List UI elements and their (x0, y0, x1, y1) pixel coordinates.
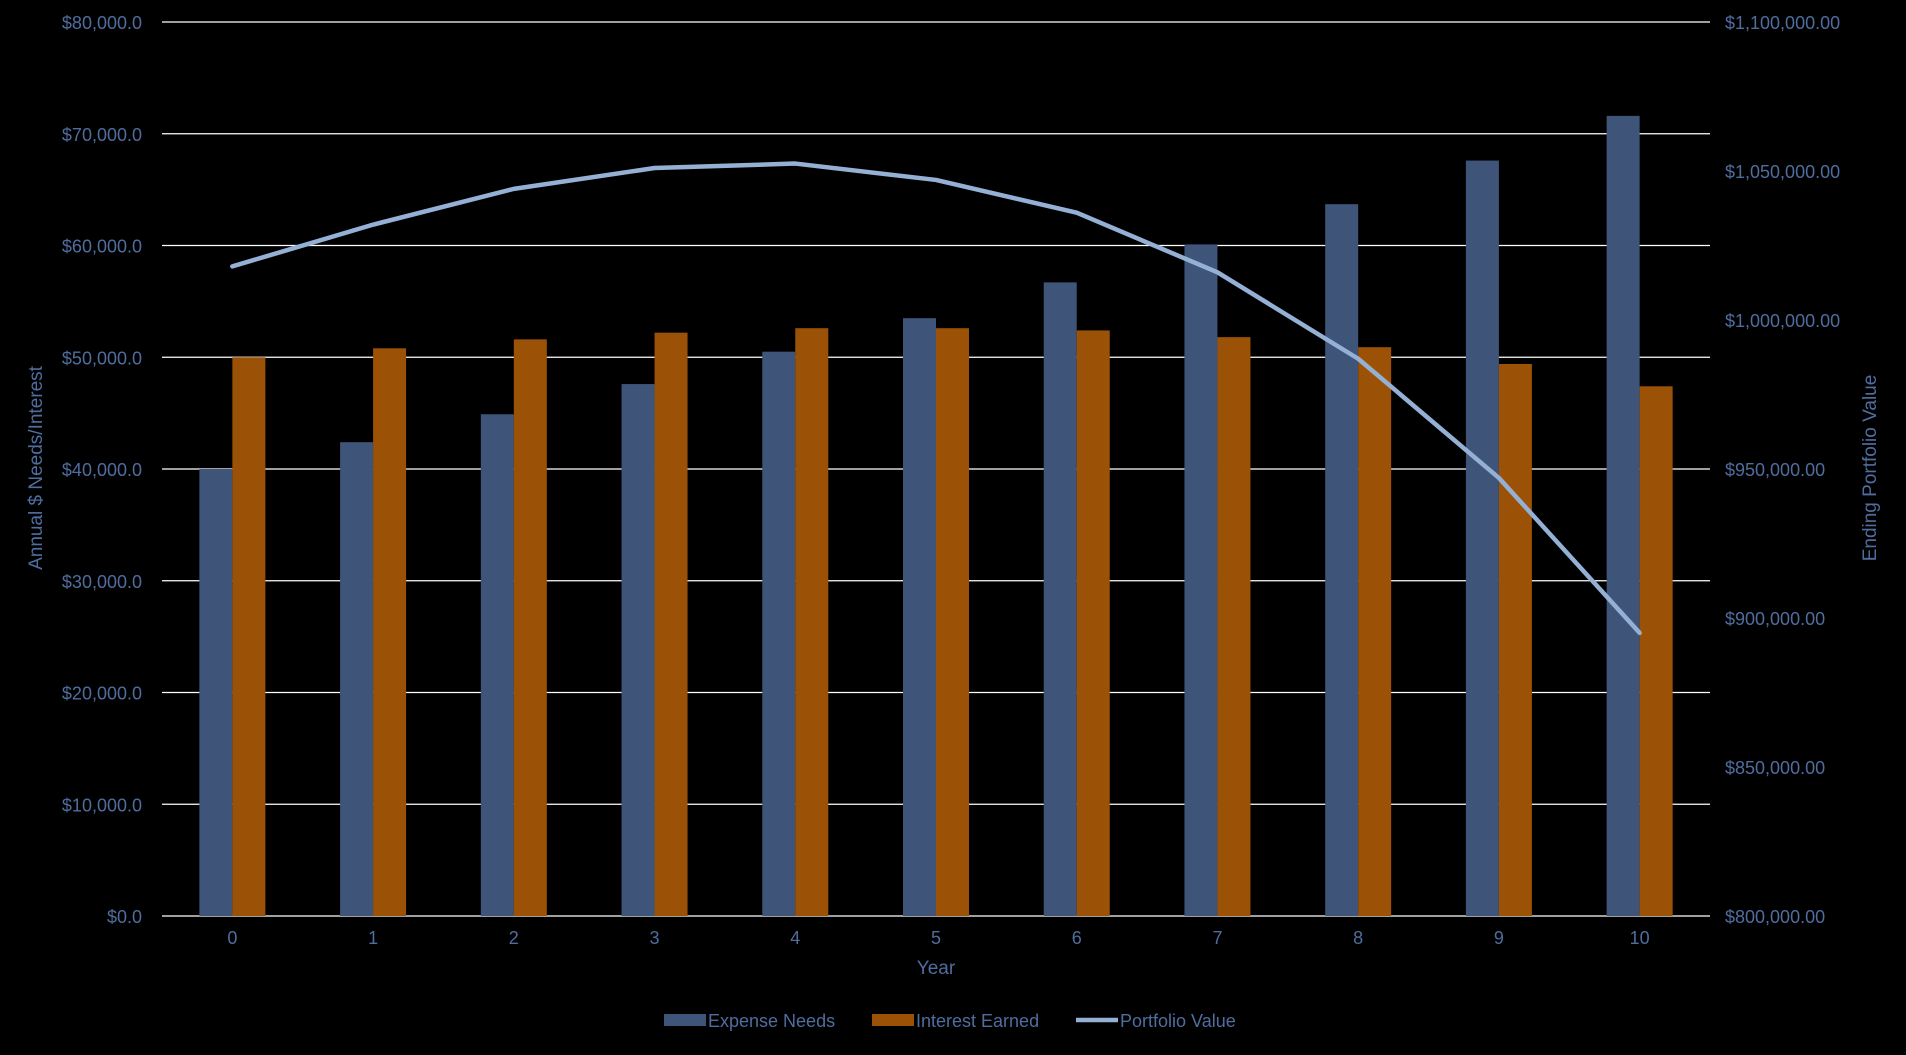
bars (199, 115, 1673, 917)
y-tick-label: $60,000.0 (62, 237, 142, 257)
y-tick-label: $10,000.0 (62, 795, 142, 815)
bar-interest-earned (373, 348, 407, 916)
bar-expense-needs (1043, 282, 1077, 916)
bar-expense-needs (621, 384, 655, 916)
x-tick-label: 4 (790, 928, 800, 948)
bar-interest-earned (795, 328, 829, 916)
bar-expense-needs (1184, 244, 1218, 916)
bar-interest-earned (1076, 330, 1110, 916)
y2-tick-label: $850,000.00 (1725, 758, 1825, 778)
y-axis-title: Annual $ Needs/Interest (26, 365, 47, 570)
left-axis: $0.0 $10,000.0 $20,000.0 $30,000.0 $40,000.0… (62, 13, 142, 927)
y-tick-label: $20,000.0 (62, 684, 142, 704)
x-tick-label: 8 (1353, 928, 1363, 948)
y2-tick-label: $900,000.00 (1725, 609, 1825, 629)
bar-interest-earned (513, 339, 547, 916)
y-tick-label: $50,000.0 (62, 348, 142, 368)
y-tick-label: $80,000.0 (62, 13, 142, 33)
y2-tick-label: $950,000.00 (1725, 460, 1825, 480)
bar-interest-earned (654, 332, 688, 916)
bar-interest-earned (1358, 347, 1392, 916)
line-series (230, 161, 1642, 636)
x-tick-label: 3 (650, 928, 660, 948)
bar-interest-earned (232, 357, 266, 916)
bar-expense-needs (340, 442, 374, 916)
legend-swatch-interest-earned (872, 1014, 914, 1026)
bar-interest-earned (1639, 386, 1673, 916)
legend-label-interest-earned: Interest Earned (916, 1011, 1039, 1031)
x-tick-label: 0 (227, 928, 237, 948)
legend: Expense Needs Interest Earned Portfolio Va… (664, 1011, 1236, 1031)
x-tick-label: 5 (931, 928, 941, 948)
bar-expense-needs (762, 351, 796, 917)
legend-label-portfolio-value: Portfolio Value (1120, 1011, 1236, 1031)
y2-axis-title: Ending Portfolio Value (1860, 375, 1881, 562)
bar-expense-needs (1606, 115, 1640, 917)
y2-tick-label: $800,000.00 (1725, 907, 1825, 927)
y2-tick-label: $1,000,000.00 (1725, 311, 1840, 331)
y-tick-label: $40,000.0 (62, 460, 142, 480)
y-tick-label: $0.0 (107, 907, 142, 927)
x-axis-title: Year (917, 958, 956, 979)
right-axis: $800,000.00 $850,000.00 $900,000.00 $950,00… (1725, 13, 1840, 927)
bar-expense-needs (1465, 160, 1499, 916)
x-axis: 0 1 2 3 4 5 6 7 8 9 10 (227, 928, 1649, 948)
x-tick-label: 2 (509, 928, 519, 948)
line-portfolio-value (230, 161, 1642, 636)
bar-interest-earned (1498, 363, 1532, 917)
bar-interest-earned (1217, 337, 1251, 916)
bar-interest-earned (936, 328, 969, 916)
legend-label-expense-needs: Expense Needs (708, 1011, 835, 1031)
legend-swatch-expense-needs (664, 1014, 706, 1026)
bar-expense-needs (1325, 204, 1359, 917)
bar-expense-needs (199, 469, 233, 916)
y-tick-label: $70,000.0 (62, 125, 142, 145)
x-tick-label: 10 (1630, 928, 1650, 948)
y2-tick-label: $1,100,000.00 (1725, 13, 1840, 33)
y2-tick-label: $1,050,000.00 (1725, 162, 1840, 182)
x-tick-label: 9 (1494, 928, 1504, 948)
x-tick-label: 7 (1212, 928, 1222, 948)
x-tick-label: 1 (368, 928, 378, 948)
bar-expense-needs (903, 318, 936, 916)
y-tick-label: $30,000.0 (62, 572, 142, 592)
bar-expense-needs (480, 414, 514, 916)
x-tick-label: 6 (1072, 928, 1082, 948)
